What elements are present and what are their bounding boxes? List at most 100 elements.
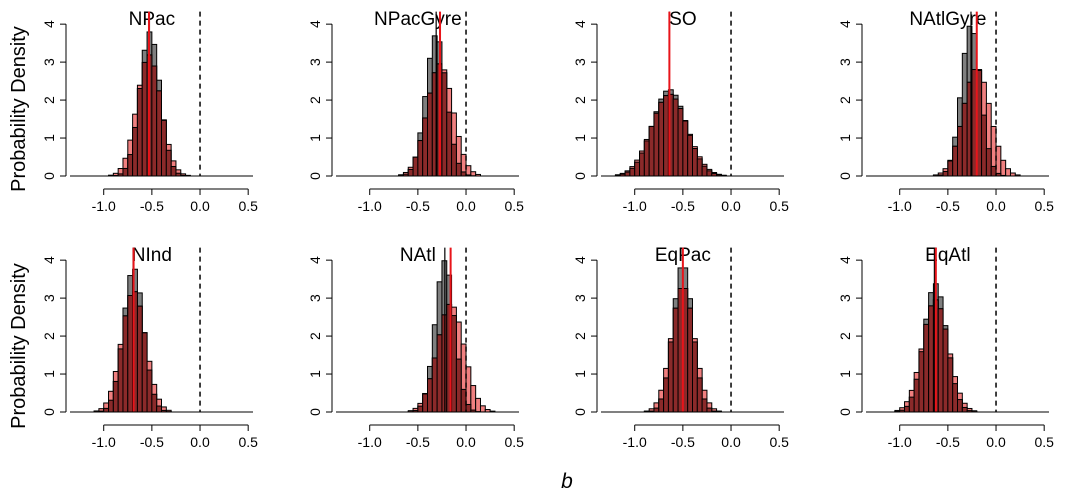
y-tick-label: 3 [307,58,323,66]
y-tick-label: 4 [307,256,323,264]
x-tick-label: 0.0 [986,198,1006,214]
y-tick-label: 1 [837,134,853,142]
overlap-bar [672,307,679,413]
overlap-bar [643,140,650,177]
x-tick-label: -1.0 [623,434,647,450]
x-tick-label: 0.0 [456,434,476,450]
panel-title: NPac [129,9,175,30]
y-tick-label: 0 [837,408,853,416]
y-tick-label: 3 [572,58,588,66]
overlap-bar [441,72,448,177]
red-bar [1000,159,1007,177]
overlap-bar [165,149,172,177]
panel-title: EqAtl [925,245,970,266]
y-tick-label: 3 [837,294,853,302]
overlap-bar [156,405,162,413]
y-tick-label: 0 [307,172,323,180]
overlap-bar [417,140,424,177]
y-tick-label: 1 [572,134,588,142]
overlap-bar [682,120,689,177]
x-tick-label: -0.5 [671,198,695,214]
overlap-bar [112,380,119,413]
overlap-bar [136,305,143,413]
overlap-bar [947,160,954,177]
x-tick-label: -0.5 [936,434,960,450]
x-tick-label: 0.5 [238,434,258,450]
overlap-bar [696,158,703,177]
overlap-bar [677,108,684,177]
y-axis-label-top: Probability Density [8,26,30,192]
x-tick-label: 0.5 [504,434,524,450]
red-bar [470,385,477,413]
y-tick-label: 4 [837,20,853,28]
red-bar [1005,168,1011,177]
panel-1: NPacGyre 0 1 2 3 4 -1.0 -0.5 0.0 0.5 [307,9,524,214]
x-tick-label: -0.5 [936,198,960,214]
y-tick-label: 3 [41,58,57,66]
overlap-bar [952,145,958,177]
overlap-bar [417,405,424,413]
overlap-bar [639,152,645,177]
y-tick-label: 0 [837,172,853,180]
x-axis-label: b [561,470,573,493]
y-tick-label: 4 [41,20,57,28]
x-tick-label: 0.5 [769,434,789,450]
panel-3: NAtlGyre 0 1 2 3 4 -1.0 -0.5 0.0 0.5 [837,9,1054,214]
x-tick-label: -1.0 [623,198,647,214]
overlap-bar [151,393,158,413]
overlap-bar [672,98,679,177]
overlap-bar [422,117,428,177]
x-tick-label: 0.0 [456,198,476,214]
overlap-bar [141,61,148,177]
x-tick-label: -0.5 [406,434,430,450]
overlap-bar [928,305,934,413]
y-tick-label: 4 [572,256,588,264]
y-tick-label: 2 [572,332,588,340]
x-tick-label: 0.5 [1034,434,1054,450]
x-tick-label: 0.0 [986,434,1006,450]
overlap-bar [696,377,703,413]
overlap-bar [132,126,138,177]
y-tick-label: 1 [307,370,323,378]
x-tick-label: -0.5 [671,434,695,450]
y-tick-label: 1 [837,370,853,378]
y-tick-label: 0 [307,408,323,416]
y-tick-label: 0 [572,408,588,416]
x-tick-label: 0.0 [721,198,741,214]
y-tick-label: 3 [837,58,853,66]
overlap-bar [937,308,944,413]
y-tick-label: 0 [572,172,588,180]
overlap-bar [103,407,110,413]
x-tick-label: -1.0 [358,434,382,450]
overlap-bar [692,148,698,177]
overlap-bar [436,334,443,413]
overlap-bar [156,90,162,177]
overlap-bar [942,170,949,177]
overlap-bar [446,111,453,177]
panel-2: SO 0 1 2 3 4 -1.0 -0.5 0.0 0.5 [572,9,789,214]
panel-title: NAtlGyre [909,9,986,30]
y-tick-label: 1 [41,370,57,378]
y-axis-label-bottom: Probability Density [8,263,30,429]
x-tick-label: -1.0 [92,434,116,450]
y-tick-label: 2 [307,332,323,340]
overlap-bar [455,162,462,177]
overlap-bar [427,378,433,413]
overlap-bar [908,396,915,413]
overlap-bar [961,406,968,413]
overlap-bar [634,161,641,177]
overlap-bar [146,369,153,413]
x-tick-label: -0.5 [140,434,164,450]
overlap-bar [957,399,963,413]
x-tick-label: 0.0 [190,198,210,214]
overlap-bar [918,351,925,413]
x-tick-label: -1.0 [92,198,116,214]
panel-title: NPacGyre [374,9,462,30]
overlap-bar [136,88,143,177]
y-tick-label: 2 [307,96,323,104]
panel-title: SO [669,9,696,30]
panel-4: NInd 0 1 2 3 4 -1.0 -0.5 0.0 0.5 [41,245,258,450]
overlap-bar [952,383,958,413]
overlap-bar [663,95,669,177]
